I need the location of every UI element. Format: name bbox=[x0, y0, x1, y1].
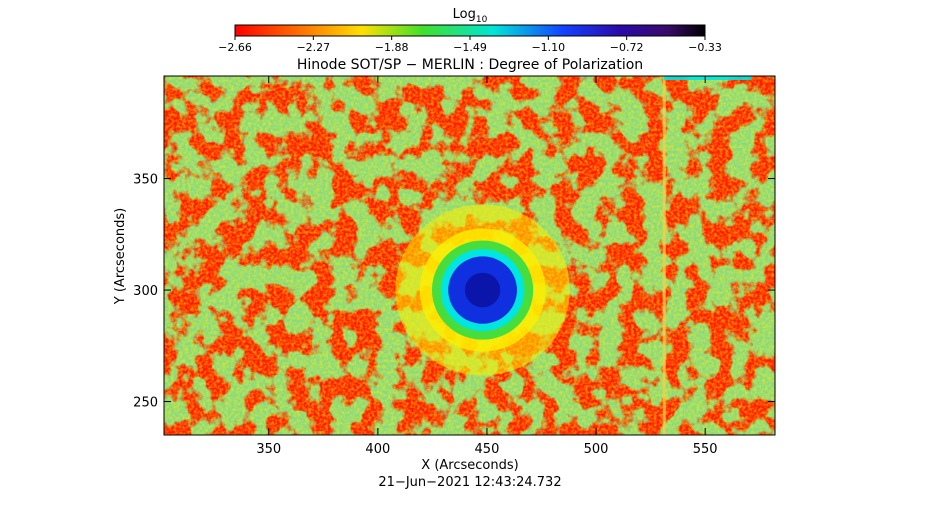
y-tick-label-350: 350 bbox=[133, 173, 158, 188]
colorbar-tick-label-1: −2.27 bbox=[296, 41, 330, 54]
chart-title: Hinode SOT/SP − MERLIN : Degree of Polar… bbox=[297, 57, 643, 73]
heatmap-image bbox=[164, 76, 775, 435]
y-tick-label-300: 300 bbox=[133, 284, 158, 299]
colorbar-label-base: Log bbox=[453, 7, 476, 22]
x-tick-label-350: 350 bbox=[256, 442, 281, 457]
x-axis-label: X (Arcseconds) bbox=[421, 458, 518, 473]
colorbar-tick-label-2: −1.88 bbox=[375, 41, 409, 54]
x-tick-label-550: 550 bbox=[693, 442, 718, 457]
sunspot-ring-6 bbox=[464, 272, 501, 308]
colorbar-ticks: −2.66 −2.27 −1.88 −1.49 −1.10 −0.72 −0.33 bbox=[218, 36, 722, 54]
colorbar-tick-label-6: −0.33 bbox=[688, 41, 722, 54]
colorbar-tick-label-4: −1.10 bbox=[531, 41, 565, 54]
colorbar: Log10 −2.66 −2.27 −1.88 −1.49 −1.10 −0.72 −0.3… bbox=[218, 7, 722, 54]
colorbar-gradient-bar bbox=[234, 24, 706, 37]
colorbar-tick-label-0: −2.66 bbox=[218, 41, 252, 54]
x-axis: 350 400 450 500 550 bbox=[256, 76, 718, 457]
y-axis: 250 300 350 bbox=[133, 173, 775, 411]
y-tick-label-250: 250 bbox=[133, 396, 158, 411]
plot-frame bbox=[163, 75, 776, 436]
x-tick-label-400: 400 bbox=[365, 442, 390, 457]
colorbar-tick-label-3: −1.49 bbox=[453, 41, 487, 54]
top-edge-artifact bbox=[663, 76, 752, 80]
y-axis-label: Y (Arcseconds) bbox=[113, 208, 128, 305]
colorbar-label-sub: 10 bbox=[476, 15, 488, 25]
x-tick-label-500: 500 bbox=[584, 442, 609, 457]
slit-artifact-line bbox=[662, 76, 666, 435]
colorbar-label: Log10 bbox=[453, 7, 488, 25]
timestamp: 21−Jun−2021 12:43:24.732 bbox=[378, 475, 561, 490]
x-tick-label-450: 450 bbox=[475, 442, 500, 457]
colorbar-tick-label-5: −0.72 bbox=[610, 41, 644, 54]
